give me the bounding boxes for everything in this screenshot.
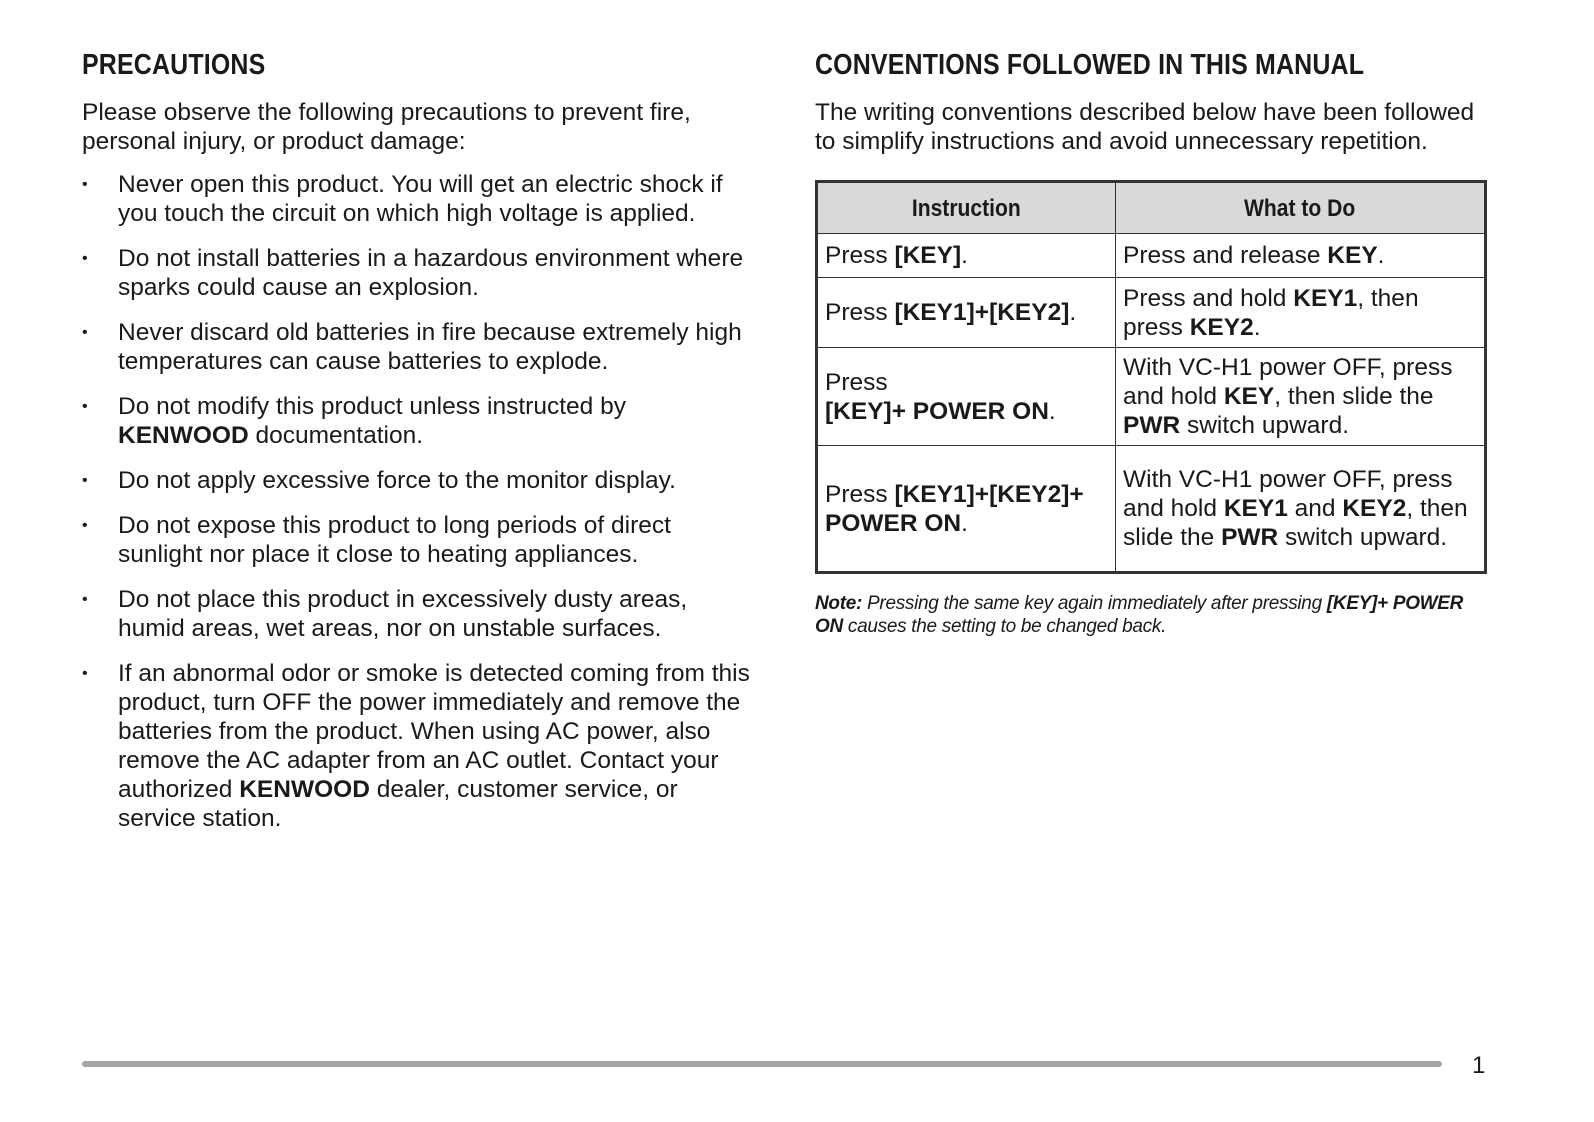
instruction-cell: Press [KEY1]+[KEY2]+ POWER ON.	[816, 445, 1116, 573]
bullet-icon: •	[82, 176, 88, 193]
text-segment: With VC-H1 power OFF, press and hold	[1123, 354, 1453, 410]
text-segment: Press and release	[1123, 242, 1328, 269]
text-segment: , then slide the	[1123, 495, 1468, 551]
bold-text: KEY	[1223, 383, 1275, 410]
header-label: What to Do	[1244, 194, 1356, 222]
header-what-to-do: What to Do	[1115, 181, 1486, 234]
text-segment: switch upward.	[1278, 524, 1448, 551]
bold-text: KEY2	[1342, 495, 1407, 522]
bold-text: KEY1	[1223, 495, 1288, 522]
instruction-cell: Press [KEY1]+[KEY2].	[816, 277, 1116, 348]
text-segment: documentation.	[248, 422, 424, 449]
text-segment: .	[1377, 242, 1385, 269]
bold-text: KEY2	[1189, 313, 1254, 341]
text-segment: Press	[825, 480, 895, 508]
conventions-section: CONVENTIONS FOLLOWED IN THIS MANUAL The …	[815, 46, 1487, 638]
text-segment: Press	[825, 242, 895, 269]
bullet-icon: •	[82, 665, 88, 682]
bold-text: [KEY]	[894, 242, 962, 269]
footer-rule	[82, 1061, 1442, 1067]
precaution-item: • If an abnormal odor or smoke is detecte…	[82, 659, 752, 833]
text-segment: , then press	[1123, 284, 1419, 341]
table-header-row: Instruction What to Do	[816, 181, 1486, 234]
text-segment: switch upward.	[1180, 412, 1350, 439]
text-segment: Do not install batteries in a hazardous …	[118, 245, 744, 301]
bold-text: [KEY1]+[KEY2]	[894, 299, 1070, 326]
bold-text: KEY	[1327, 242, 1378, 269]
text-segment: Pressing the same key again immediately …	[862, 593, 1327, 614]
text-segment: With VC-H1 power OFF, press and hold	[1123, 466, 1453, 522]
precaution-item: • Do not apply excessive force to the mon…	[82, 466, 752, 495]
text-segment: , then slide the	[1274, 383, 1434, 410]
text-segment: .	[1048, 397, 1056, 425]
precautions-section: PRECAUTIONS Please observe the following…	[82, 46, 752, 849]
bullet-icon: •	[82, 472, 88, 489]
bold-text: Note:	[815, 593, 863, 614]
bullet-icon: •	[82, 324, 88, 341]
table-row: Press [KEY]. Press and release KEY.	[816, 233, 1486, 278]
text-segment: Press	[825, 299, 895, 326]
bold-text: KENWOOD	[118, 422, 249, 449]
what-to-do-cell: Press and hold KEY1, then press KEY2.	[1115, 277, 1486, 348]
bullet-icon: •	[82, 591, 88, 608]
conventions-heading: CONVENTIONS FOLLOWED IN THIS MANUAL	[815, 49, 1365, 81]
bold-text: [KEY]+ POWER ON	[815, 593, 1464, 637]
bold-text: [KEY1]+[KEY2]+ POWER ON	[825, 480, 1084, 537]
precaution-item: • Never open this product. You will get a…	[82, 170, 752, 228]
text-segment: .	[1253, 313, 1261, 341]
instruction-cell: Press [KEY]+ POWER ON.	[816, 347, 1116, 446]
table-row: Press [KEY1]+[KEY2]. Press and hold KEY1,…	[816, 277, 1486, 348]
table-row: Press [KEY]+ POWER ON. With VC-H1 power OF…	[816, 347, 1486, 446]
precautions-heading: PRECAUTIONS	[82, 49, 266, 81]
bold-text: KENWOOD	[239, 776, 370, 803]
text-segment: Press	[825, 368, 888, 396]
instruction-cell: Press [KEY].	[816, 233, 1116, 278]
bold-text: KEY1	[1293, 284, 1358, 312]
text-segment: causes the setting to be changed back.	[842, 616, 1167, 637]
text-segment: and	[1287, 495, 1343, 522]
conventions-table: Instruction What to Do Press [KEY]. Press…	[815, 180, 1487, 574]
precautions-intro: Please observe the following precautions…	[82, 99, 691, 155]
header-instruction: Instruction	[816, 181, 1116, 234]
page-number: 1	[1472, 1052, 1486, 1079]
what-to-do-cell: With VC-H1 power OFF, press and hold KEY…	[1115, 347, 1486, 446]
what-to-do-cell: Press and release KEY.	[1115, 233, 1486, 278]
bullet-icon: •	[82, 398, 88, 415]
precaution-item: • Do not expose this product to long peri…	[82, 511, 752, 569]
table-row: Press [KEY1]+[KEY2]+ POWER ON. With VC-H1…	[816, 445, 1486, 573]
text-segment: Do not expose this product to long perio…	[118, 512, 671, 568]
precaution-item: • Do not install batteries in a hazardous…	[82, 244, 752, 302]
text-segment: Do not place this product in excessively…	[118, 586, 688, 642]
precaution-item: • Never discard old batteries in fire bec…	[82, 318, 752, 376]
header-label: Instruction	[912, 194, 1021, 222]
text-segment: Press and hold	[1123, 284, 1294, 312]
conventions-intro: The writing conventions described below …	[815, 99, 1475, 155]
bold-text: PWR	[1221, 524, 1279, 551]
text-segment: If an abnormal odor or smoke is detected…	[118, 660, 750, 803]
bullet-icon: •	[82, 250, 88, 267]
precaution-item: • Do not modify this product unless instr…	[82, 392, 752, 450]
text-segment: dealer, customer service, or service sta…	[118, 776, 678, 832]
what-to-do-cell: With VC-H1 power OFF, press and hold KEY…	[1115, 445, 1486, 573]
text-segment: Do not modify this product unless instru…	[118, 393, 626, 420]
text-segment: Never open this product. You will get an…	[118, 171, 723, 227]
bold-text: [KEY]+ POWER ON	[825, 397, 1049, 425]
precautions-list: • Never open this product. You will get a…	[82, 170, 752, 833]
note: Note: Pressing the same key again immedi…	[815, 592, 1487, 638]
text-segment: .	[961, 509, 968, 537]
text-segment: .	[961, 242, 968, 269]
text-segment: Do not apply excessive force to the moni…	[118, 467, 676, 494]
bold-text: PWR	[1123, 412, 1181, 439]
precaution-item: • Do not place this product in excessivel…	[82, 585, 752, 643]
bullet-icon: •	[82, 517, 88, 534]
text-segment: .	[1069, 299, 1077, 326]
text-segment: Never discard old batteries in fire beca…	[118, 319, 742, 375]
